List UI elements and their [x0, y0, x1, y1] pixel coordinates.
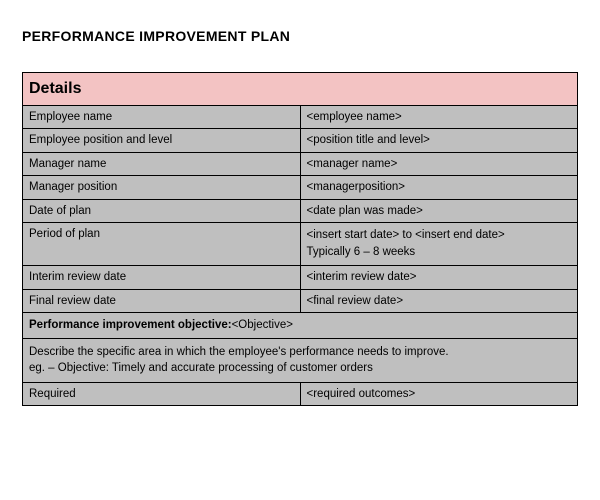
row-value: <final review date> — [300, 289, 578, 312]
table-row: Manager name <manager name> — [23, 152, 578, 175]
objective-cell: Performance improvement objective:<Objec… — [23, 313, 578, 338]
row-value: <date plan was made> — [300, 199, 578, 222]
row-value: <employee name> — [300, 106, 578, 129]
row-label: Employee position and level — [23, 129, 301, 152]
row-label: Final review date — [23, 289, 301, 312]
table-row: Required <required outcomes> — [23, 382, 578, 405]
row-value: <insert start date> to <insert end date>… — [300, 222, 578, 266]
table-row: Manager position <managerposition> — [23, 176, 578, 199]
row-value: <required outcomes> — [300, 382, 578, 405]
row-value: <managerposition> — [300, 176, 578, 199]
section-header-row: Details — [23, 73, 578, 106]
table-row: Final review date <final review date> — [23, 289, 578, 312]
objective-description-row: Describe the specific area in which the … — [23, 338, 578, 382]
row-label: Period of plan — [23, 222, 301, 266]
row-label: Manager name — [23, 152, 301, 175]
row-value: <manager name> — [300, 152, 578, 175]
row-label: Date of plan — [23, 199, 301, 222]
row-value: <position title and level> — [300, 129, 578, 152]
row-value: <interim review date> — [300, 266, 578, 289]
period-line2: Typically 6 – 8 weeks — [307, 244, 572, 261]
table-row: Date of plan <date plan was made> — [23, 199, 578, 222]
description-line2: eg. – Objective: Timely and accurate pro… — [29, 360, 571, 377]
objective-value: <Objective> — [232, 319, 293, 331]
row-label: Interim review date — [23, 266, 301, 289]
objective-description: Describe the specific area in which the … — [23, 338, 578, 382]
table-row: Interim review date <interim review date… — [23, 266, 578, 289]
row-label: Employee name — [23, 106, 301, 129]
period-line1: <insert start date> to <insert end date> — [307, 227, 572, 244]
row-label: Required — [23, 382, 301, 405]
table-row: Employee name <employee name> — [23, 106, 578, 129]
table-row: Period of plan <insert start date> to <i… — [23, 222, 578, 266]
objective-row: Performance improvement objective:<Objec… — [23, 313, 578, 338]
details-table: Details Employee name <employee name> Em… — [22, 72, 578, 406]
section-header: Details — [23, 73, 578, 106]
objective-label: Performance improvement objective: — [29, 319, 232, 331]
description-line1: Describe the specific area in which the … — [29, 344, 571, 361]
row-label: Manager position — [23, 176, 301, 199]
table-row: Employee position and level <position ti… — [23, 129, 578, 152]
document-title: PERFORMANCE IMPROVEMENT PLAN — [22, 28, 578, 44]
